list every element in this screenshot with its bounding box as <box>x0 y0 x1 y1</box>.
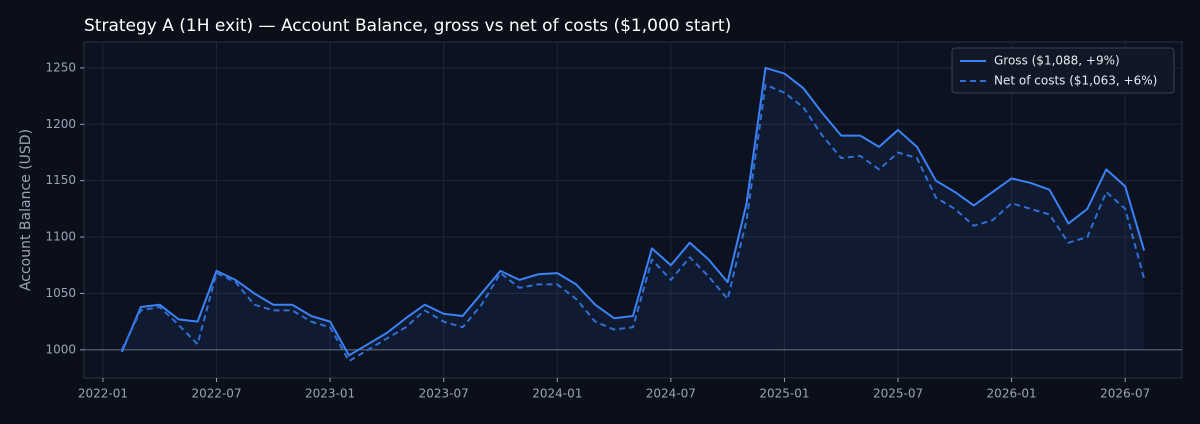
x-tick-label: 2023-07 <box>419 387 469 401</box>
x-tick-label: 2026-01 <box>987 387 1037 401</box>
area-fill <box>121 67 1145 356</box>
x-tick-label: 2022-01 <box>78 387 128 401</box>
chart-title: Strategy A (1H exit) — Account Balance, … <box>84 16 731 36</box>
x-tick-label: 2025-07 <box>873 387 923 401</box>
y-tick-label: 1000 <box>45 342 76 356</box>
y-tick-label: 1050 <box>45 286 76 300</box>
series-line <box>120 66 1146 357</box>
plot-area <box>83 41 1183 379</box>
x-tick-label: 2025-01 <box>759 387 809 401</box>
y-tick-label: 1200 <box>45 117 76 131</box>
y-axis-label: Account Balance (USD) <box>18 129 34 291</box>
legend-box <box>951 47 1175 94</box>
x-tick-label: 2024-07 <box>646 387 696 401</box>
series-line <box>120 83 1146 363</box>
y-tick-label: 1250 <box>45 60 76 74</box>
legend-label: Gross ($1,088, +9%) <box>994 54 1120 68</box>
legend-label: Net of costs ($1,063, +6%) <box>994 74 1157 88</box>
y-tick-label: 1100 <box>45 230 76 244</box>
y-tick-label: 1150 <box>45 173 76 187</box>
x-tick-label: 2022-07 <box>191 387 241 401</box>
x-tick-label: 2026-07 <box>1100 387 1150 401</box>
x-tick-label: 2023-01 <box>305 387 355 401</box>
x-tick-label: 2024-01 <box>532 387 582 401</box>
